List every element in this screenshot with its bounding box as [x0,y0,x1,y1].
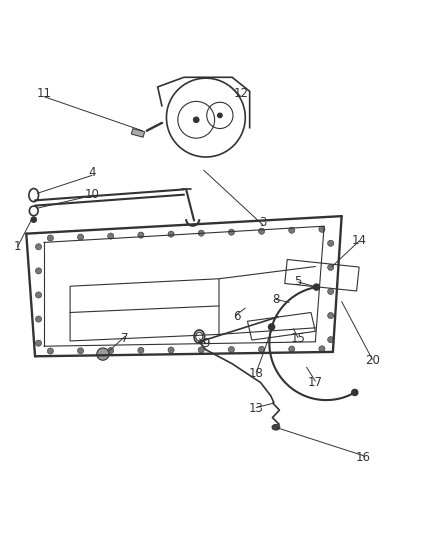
Text: 1: 1 [14,240,21,253]
Circle shape [31,217,36,222]
Circle shape [228,229,234,235]
Ellipse shape [272,424,280,430]
Circle shape [328,312,334,319]
Text: 11: 11 [36,87,51,100]
Circle shape [108,233,114,239]
Circle shape [258,228,265,235]
Circle shape [313,284,319,290]
Text: 13: 13 [249,402,264,415]
Text: 14: 14 [352,233,367,247]
Circle shape [289,346,295,352]
Circle shape [198,230,204,236]
Circle shape [289,227,295,233]
Circle shape [138,232,144,238]
Circle shape [168,347,174,353]
Circle shape [328,264,334,270]
Circle shape [97,348,109,360]
Circle shape [328,336,334,343]
Text: 8: 8 [272,293,279,306]
Text: 15: 15 [290,332,305,345]
Circle shape [47,235,53,241]
Circle shape [47,348,53,354]
Text: 3: 3 [259,216,266,229]
Circle shape [218,113,222,118]
Circle shape [78,348,84,354]
Text: 9: 9 [202,337,210,350]
Text: 10: 10 [85,188,99,201]
Text: 7: 7 [121,332,129,345]
Polygon shape [131,128,145,137]
Circle shape [352,390,358,395]
Circle shape [328,288,334,295]
Text: 6: 6 [233,310,240,324]
Text: 20: 20 [365,354,380,367]
Text: 16: 16 [356,450,371,464]
Text: 5: 5 [294,276,301,288]
Text: 4: 4 [88,166,96,179]
Circle shape [198,347,204,353]
Circle shape [168,231,174,237]
Circle shape [108,348,114,353]
Circle shape [138,347,144,353]
Circle shape [35,292,42,298]
Circle shape [35,268,42,274]
Circle shape [258,346,265,352]
Circle shape [78,234,84,240]
Circle shape [328,240,334,246]
Text: 12: 12 [233,87,248,100]
Circle shape [319,226,325,232]
Circle shape [194,117,199,123]
Text: 18: 18 [249,367,264,381]
Text: 17: 17 [308,376,323,389]
Circle shape [35,244,42,250]
Circle shape [228,346,234,353]
Circle shape [319,346,325,352]
Circle shape [268,324,275,330]
Circle shape [35,316,42,322]
Circle shape [35,340,42,346]
